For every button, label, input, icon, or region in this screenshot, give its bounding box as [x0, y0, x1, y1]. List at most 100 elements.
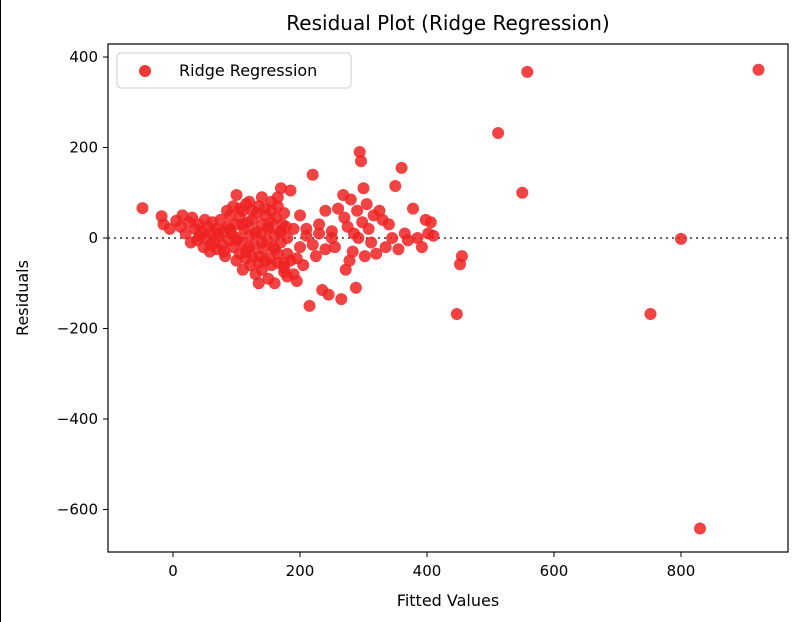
scatter-point — [236, 218, 249, 231]
scatter-point — [319, 243, 332, 256]
scatter-point — [262, 220, 275, 233]
scatter-point — [357, 182, 370, 195]
scatter-point — [322, 288, 335, 301]
scatter-point — [294, 209, 306, 222]
scatter-point — [243, 241, 256, 254]
y-tick-label: 400 — [69, 48, 98, 66]
scatter-point — [136, 202, 149, 215]
y-tick-label: 200 — [69, 139, 98, 157]
scatter-point — [675, 232, 687, 245]
scatter-point — [358, 250, 371, 263]
scatter-point — [309, 250, 322, 263]
scatter-point — [211, 227, 224, 240]
y-axis-ticks: 400 200 0 −200 −400 −600 — [57, 48, 108, 519]
scatter-point — [313, 218, 326, 231]
scatter-point — [339, 263, 352, 276]
y-tick-label: −600 — [57, 501, 98, 519]
legend-entry-label: Ridge Regression — [179, 61, 317, 80]
scatter-point — [230, 234, 243, 247]
plot-area-frame — [107, 43, 789, 553]
y-tick-label: −200 — [57, 320, 98, 338]
scatter-point — [255, 191, 268, 204]
legend: Ridge Regression — [116, 52, 352, 89]
scatter-point — [382, 218, 395, 231]
scatter-point — [268, 243, 281, 256]
scatter-point — [386, 232, 399, 244]
scatter-point — [271, 191, 284, 204]
y-tick-label: −400 — [57, 410, 98, 428]
scatter-point — [521, 65, 534, 78]
scatter-point — [306, 168, 319, 181]
window-left-border — [0, 0, 1, 622]
scatter-point — [379, 241, 392, 254]
scatter-point — [450, 308, 463, 320]
scatter-point — [346, 245, 359, 258]
scatter-point — [370, 247, 383, 260]
scatter-point — [455, 250, 468, 263]
x-axis-ticks: 0 200 400 600 800 — [168, 552, 695, 580]
scatter-point — [319, 204, 332, 217]
scatter-point — [284, 184, 297, 197]
scatter-point — [427, 229, 440, 242]
x-tick-label: 400 — [413, 562, 442, 580]
scatter-point — [249, 227, 262, 240]
scatter-point — [373, 204, 386, 217]
scatter-point — [411, 232, 424, 244]
scatter-point — [338, 211, 351, 224]
y-tick-label: 0 — [88, 229, 98, 247]
scatter-point — [353, 146, 366, 158]
scatter-point — [492, 127, 505, 139]
scatter-points-layer — [136, 63, 765, 535]
x-tick-label: 600 — [540, 562, 569, 580]
scatter-point — [179, 227, 192, 240]
scatter-point — [205, 238, 218, 251]
scatter-point — [300, 229, 313, 242]
scatter-point — [303, 299, 316, 312]
x-tick-label: 200 — [286, 562, 315, 580]
scatter-point — [325, 232, 338, 244]
scatter-point — [395, 161, 408, 174]
scatter-point — [351, 204, 364, 217]
legend-box — [116, 52, 352, 89]
scatter-point — [424, 216, 437, 229]
scatter-point — [335, 293, 348, 306]
chart-title: Residual Plot (Ridge Regression) — [286, 11, 609, 35]
scatter-point — [360, 198, 373, 211]
scatter-point — [255, 236, 268, 249]
scatter-point — [343, 254, 356, 267]
scatter-point — [644, 308, 657, 320]
scatter-point — [752, 63, 765, 76]
x-tick-label: 0 — [168, 562, 178, 580]
scatter-point — [355, 155, 367, 168]
scatter-point — [224, 222, 237, 235]
scatter-point — [392, 243, 405, 256]
scatter-point — [362, 222, 375, 235]
scatter-point — [287, 222, 300, 235]
scatter-point — [230, 189, 243, 201]
scatter-point — [163, 222, 176, 235]
x-axis-label: Fitted Values — [397, 591, 499, 610]
scatter-point — [268, 277, 281, 290]
scatter-point — [252, 277, 265, 290]
scatter-point — [415, 241, 428, 254]
scatter-point — [274, 225, 287, 238]
scatter-point — [278, 207, 291, 220]
scatter-point — [365, 236, 378, 249]
y-axis-label: Residuals — [13, 260, 32, 336]
scatter-point — [328, 241, 341, 254]
scatter-point — [274, 182, 287, 195]
scatter-point — [694, 522, 706, 535]
scatter-point — [344, 193, 357, 206]
scatter-point — [294, 241, 306, 254]
scatter-point — [349, 281, 362, 294]
scatter-point — [290, 275, 303, 287]
scatter-point — [516, 186, 529, 199]
scatter-point — [401, 234, 414, 247]
scatter-point — [217, 245, 230, 258]
scatter-point — [236, 263, 249, 276]
scatter-point — [313, 227, 326, 240]
scatter-point — [352, 232, 365, 244]
scatter-point — [332, 202, 345, 215]
scatter-point — [407, 202, 419, 215]
